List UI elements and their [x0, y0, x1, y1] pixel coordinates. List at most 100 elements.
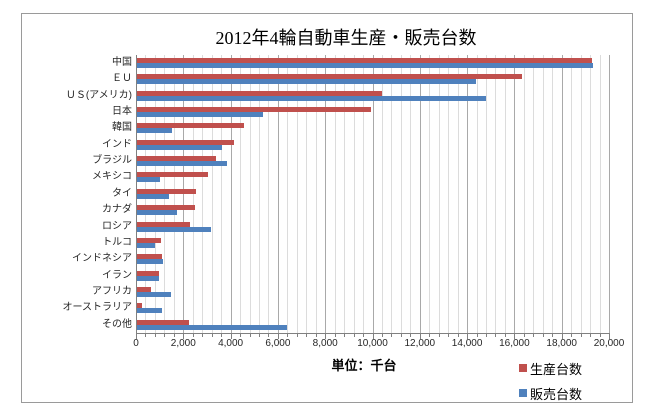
axis-tick-minor: [315, 334, 317, 337]
axis-tick-minor: [429, 334, 431, 337]
gridline-minor: [334, 55, 336, 333]
sales-bar: [136, 275, 160, 281]
production-bar: [136, 139, 235, 145]
gridline-minor: [344, 55, 346, 333]
gridline-minor: [599, 55, 601, 333]
sales-bar: [136, 95, 487, 101]
axis-tick-major: [561, 334, 563, 339]
category-label: インドネシア: [72, 253, 132, 265]
x-tick-label: 2,000: [170, 338, 196, 349]
axis-tick-minor: [523, 334, 525, 337]
sales-bar: [136, 259, 164, 265]
axis-tick-major: [514, 334, 516, 339]
gridline-minor: [448, 55, 450, 333]
sales-bar: [136, 63, 593, 68]
production-bar: [136, 74, 522, 80]
axis-tick-minor: [391, 334, 393, 337]
legend-item-sales: 販売台数: [519, 386, 582, 402]
value-axis-line: [136, 333, 610, 334]
category-label: カナダ: [102, 204, 132, 216]
axis-tick-minor: [211, 334, 213, 337]
axis-tick-minor: [410, 334, 412, 337]
sales-bar: [136, 161, 228, 167]
legend-swatch-sales: [519, 389, 527, 397]
gridline-minor: [410, 55, 412, 333]
gridline-minor: [192, 55, 194, 333]
bar-row: [136, 104, 609, 120]
category-label: 韓国: [112, 122, 132, 134]
gridline-minor: [268, 55, 270, 333]
gridline-minor: [438, 55, 440, 333]
category-label: メキシコ: [92, 171, 132, 183]
production-bar: [136, 237, 162, 243]
bar-row: [136, 71, 609, 87]
axis-tick-minor: [599, 334, 601, 337]
gridline-minor: [495, 55, 497, 333]
gridline-major: [514, 55, 516, 333]
axis-tick-minor: [363, 334, 365, 337]
gridline-minor: [400, 55, 402, 333]
axis-tick-minor: [448, 334, 450, 337]
axis-tick-minor: [381, 334, 383, 337]
production-bar: [136, 319, 189, 325]
bar-row: [136, 120, 609, 136]
gridline-minor: [315, 55, 317, 333]
legend-item-production: 生産台数: [519, 361, 583, 377]
gridline-minor: [552, 55, 554, 333]
gridline-minor: [580, 55, 582, 333]
axis-tick-major: [230, 334, 232, 339]
axis-tick-minor: [353, 334, 355, 337]
sales-bar: [136, 193, 170, 199]
production-bar: [136, 270, 160, 276]
axis-tick-minor: [542, 334, 544, 337]
sales-bar: [136, 177, 160, 183]
category-label: オーストラリア: [62, 302, 133, 314]
axis-tick-minor: [344, 334, 346, 337]
gridline-major: [609, 55, 610, 333]
gridline-minor: [523, 55, 525, 333]
gridline-minor: [504, 55, 506, 333]
bar-row: [136, 202, 609, 218]
sales-bar: [136, 291, 171, 297]
axis-tick-minor: [164, 334, 166, 337]
category-label: イラン: [102, 269, 132, 281]
x-tick-label: 10,000: [357, 338, 388, 349]
production-bar: [136, 254, 162, 260]
gridline-major: [372, 55, 374, 333]
gridline-minor: [221, 55, 223, 333]
bar-row: [136, 235, 609, 251]
x-tick-label: 16,000: [499, 338, 530, 349]
production-bar: [136, 58, 592, 63]
axis-tick-minor: [192, 334, 194, 337]
production-bar: [136, 156, 216, 162]
category-label: ロシア: [102, 220, 132, 232]
axis-tick-minor: [571, 334, 573, 337]
axis-tick-minor: [306, 334, 308, 337]
axis-tick-minor: [438, 334, 440, 337]
axis-tick-minor: [240, 334, 242, 337]
axis-tick-minor: [221, 334, 223, 337]
production-bar: [136, 123, 244, 129]
x-tick-label: 12,000: [404, 338, 436, 349]
sales-bar: [136, 79, 477, 85]
gridline-minor: [287, 55, 289, 333]
axis-tick-minor: [202, 334, 204, 337]
axis-tick-minor: [268, 334, 270, 337]
gridline-minor: [173, 55, 175, 333]
x-tick-label: 20,000: [593, 338, 625, 349]
category-label: 中国: [112, 57, 132, 68]
legend-label: 生産台数: [530, 361, 583, 377]
production-bar: [136, 90, 382, 96]
category-axis-line: [136, 55, 137, 334]
plot-area: [136, 55, 610, 333]
gridline-minor: [202, 55, 204, 333]
axis-tick-minor: [249, 334, 251, 337]
legend-swatch-production: [519, 364, 527, 372]
x-tick-label: 0: [133, 338, 139, 349]
axis-tick-minor: [533, 334, 535, 337]
bar-row: [136, 55, 609, 71]
sales-bar: [136, 308, 163, 314]
production-bar: [136, 303, 142, 309]
gridline-minor: [381, 55, 383, 333]
x-tick-label: 18,000: [546, 338, 577, 349]
